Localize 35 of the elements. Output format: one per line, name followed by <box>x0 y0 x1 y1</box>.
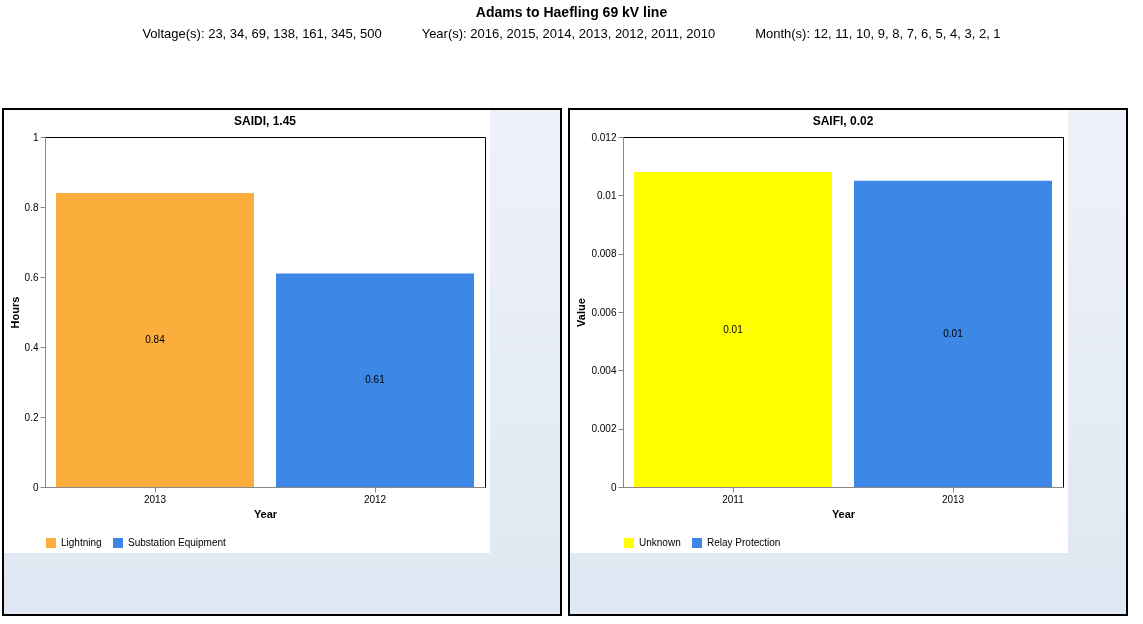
y-tick-label: 0.012 <box>591 131 617 143</box>
text: Adams to Haefling 69 kV line <box>474 4 669 20</box>
legend-label: Relay Protection <box>707 537 781 548</box>
y-tick-label: 0.4 <box>24 341 39 353</box>
legend-label: Unknown <box>639 537 681 548</box>
chart-title: SAIFI, 0.02 <box>812 114 874 128</box>
y-tick-label: 0.006 <box>591 306 617 318</box>
y-axis-title: Hours <box>8 296 21 329</box>
data-label: 0.01 <box>943 327 964 339</box>
data-label: 0.01 <box>723 323 744 335</box>
y-tick-label: 0.6 <box>24 271 39 283</box>
legend-label: Lightning <box>61 537 102 548</box>
legend-label: Substation Equipment <box>128 537 227 548</box>
x-axis-title: Year <box>831 507 856 520</box>
text: Voltage(s): 23, 34, 69, 138, 161, 345, 500 <box>142 26 382 41</box>
y-tick-label: 1 <box>32 131 39 143</box>
y-tick-label: 0 <box>610 481 617 493</box>
y-tick-label: 0.002 <box>591 423 617 435</box>
x-axis-title: Year <box>253 507 278 520</box>
text: Year(s): 2016, 2015, 2014, 2013, 2012, 2011, 2010 <box>421 26 716 41</box>
y-axis-title: Value <box>575 298 588 327</box>
x-tick-label: 2013 <box>941 493 965 505</box>
chart-title: SAIDI, 1.45 <box>233 114 297 128</box>
y-tick-label: 0.8 <box>24 201 39 213</box>
y-tick-label: 0.008 <box>591 248 617 260</box>
y-tick-label: 0.004 <box>591 364 617 376</box>
text: Month(s): 12, 11, 10, 9, 8, 7, 6, 5, 4, 3, 2, 1 <box>755 26 1001 41</box>
data-label: 0.61 <box>365 374 386 386</box>
y-tick-label: 0.2 <box>24 411 39 423</box>
x-tick-label: 2012 <box>363 493 387 505</box>
x-tick-label: 2013 <box>143 493 167 505</box>
y-tick-label: 0 <box>32 481 39 493</box>
x-tick-label: 2011 <box>722 493 745 505</box>
y-tick-label: 0.01 <box>597 189 617 201</box>
data-label: 0.84 <box>145 334 166 345</box>
